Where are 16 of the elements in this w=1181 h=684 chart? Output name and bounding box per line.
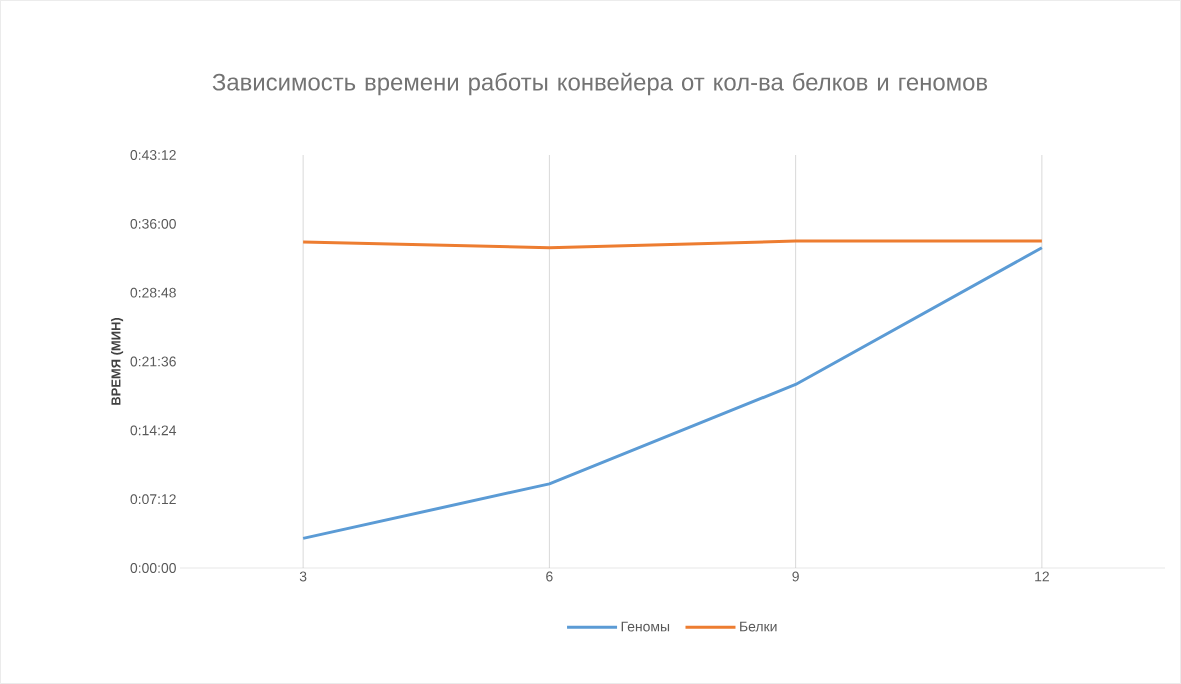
chart-title: Зависимость времени работы конвейера от кол-ва белков и геномов	[212, 72, 988, 96]
y-tick-label: 0:00:00	[130, 563, 176, 573]
x-tick-label: 3	[299, 571, 307, 582]
y-tick-label: 0:28:48	[130, 287, 176, 298]
x-tick-label: 12	[1035, 571, 1049, 582]
legend-label: Геномы	[621, 621, 670, 632]
x-tick-label: 9	[792, 571, 799, 582]
y-tick-label: 0:14:24	[130, 425, 177, 436]
line-series	[301, 246, 1044, 540]
legend-label: Белки	[740, 621, 777, 632]
y-axis-title: ВРЕМЯ (МИН)	[111, 317, 124, 405]
y-tick-label: 0:07:12	[130, 494, 176, 505]
x-tick-label: 6	[546, 571, 553, 582]
y-tick-label: 0:21:36	[130, 356, 176, 367]
y-tick-label: 0:36:00	[130, 218, 176, 229]
y-tick-label: 0:43:12	[130, 150, 176, 160]
